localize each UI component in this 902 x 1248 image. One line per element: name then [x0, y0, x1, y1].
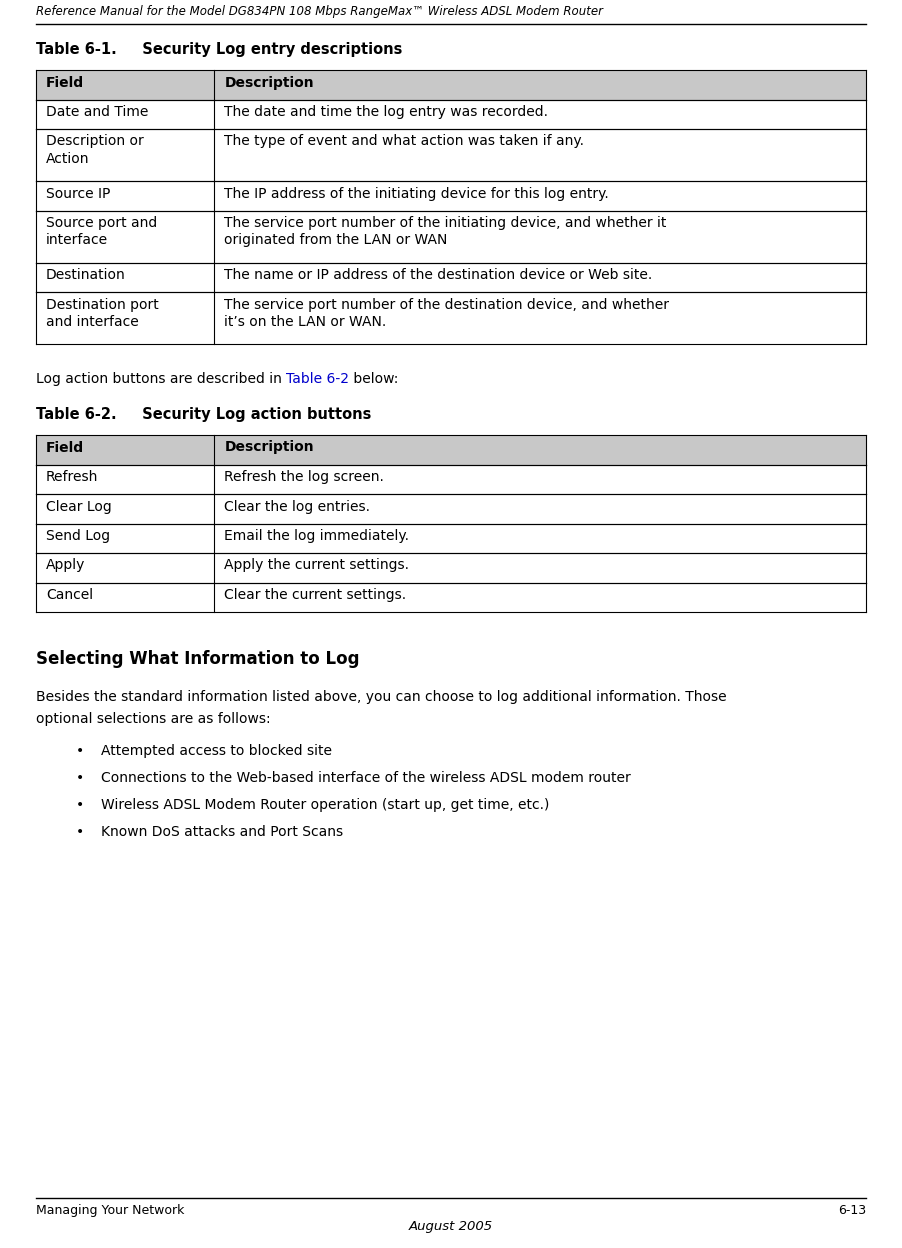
Text: The type of event and what action was taken if any.: The type of event and what action was ta… — [225, 135, 584, 149]
Text: •: • — [76, 825, 84, 839]
Text: below:: below: — [349, 372, 399, 386]
Text: Apply the current settings.: Apply the current settings. — [225, 559, 410, 573]
Text: Table 6-1.     Security Log entry descriptions: Table 6-1. Security Log entry descriptio… — [36, 42, 402, 57]
Text: Clear the current settings.: Clear the current settings. — [225, 588, 407, 602]
Bar — [36, 436, 866, 464]
Text: Known DoS attacks and Port Scans: Known DoS attacks and Port Scans — [101, 825, 343, 839]
Text: August 2005: August 2005 — [409, 1221, 493, 1233]
Text: Log action buttons are described in: Log action buttons are described in — [36, 372, 286, 386]
Text: Refresh the log screen.: Refresh the log screen. — [225, 470, 384, 484]
Text: The date and time the log entry was recorded.: The date and time the log entry was reco… — [225, 105, 548, 119]
Text: Table 6-2: Table 6-2 — [286, 372, 349, 386]
Text: Managing Your Network: Managing Your Network — [36, 1204, 184, 1217]
Text: Clear the log entries.: Clear the log entries. — [225, 499, 371, 513]
Text: Description: Description — [225, 441, 314, 454]
Text: Destination: Destination — [46, 268, 125, 282]
Bar — [36, 70, 866, 100]
Text: The name or IP address of the destination device or Web site.: The name or IP address of the destinatio… — [225, 268, 653, 282]
Text: Reference Manual for the Model DG834PN 108 Mbps RangeMax™ Wireless ADSL Modem Ro: Reference Manual for the Model DG834PN 1… — [36, 5, 603, 17]
Text: Cancel: Cancel — [46, 588, 93, 602]
Text: Send Log: Send Log — [46, 529, 110, 543]
Text: Connections to the Web-based interface of the wireless ADSL modem router: Connections to the Web-based interface o… — [101, 771, 630, 785]
Text: Destination port
and interface: Destination port and interface — [46, 297, 159, 328]
Text: Wireless ADSL Modem Router operation (start up, get time, etc.): Wireless ADSL Modem Router operation (st… — [101, 797, 549, 812]
Text: Clear Log: Clear Log — [46, 499, 112, 513]
Text: •: • — [76, 797, 84, 812]
Text: Source IP: Source IP — [46, 186, 110, 201]
Text: Source port and
interface: Source port and interface — [46, 216, 157, 247]
Text: The IP address of the initiating device for this log entry.: The IP address of the initiating device … — [225, 186, 609, 201]
Text: Attempted access to blocked site: Attempted access to blocked site — [101, 744, 332, 758]
Text: optional selections are as follows:: optional selections are as follows: — [36, 713, 271, 726]
Text: •: • — [76, 744, 84, 758]
Text: Apply: Apply — [46, 559, 86, 573]
Text: Field: Field — [46, 441, 84, 454]
Text: The service port number of the initiating device, and whether it
originated from: The service port number of the initiatin… — [225, 216, 667, 247]
Text: •: • — [76, 771, 84, 785]
Text: 6-13: 6-13 — [838, 1204, 866, 1217]
Text: Refresh: Refresh — [46, 470, 98, 484]
Text: Selecting What Information to Log: Selecting What Information to Log — [36, 650, 360, 668]
Text: Email the log immediately.: Email the log immediately. — [225, 529, 410, 543]
Text: Description: Description — [225, 75, 314, 90]
Text: Description or
Action: Description or Action — [46, 135, 143, 166]
Text: Table 6-2.     Security Log action buttons: Table 6-2. Security Log action buttons — [36, 407, 372, 422]
Text: Date and Time: Date and Time — [46, 105, 148, 119]
Text: Besides the standard information listed above, you can choose to log additional : Besides the standard information listed … — [36, 690, 727, 704]
Text: The service port number of the destination device, and whether
it’s on the LAN o: The service port number of the destinati… — [225, 297, 669, 328]
Text: Field: Field — [46, 75, 84, 90]
